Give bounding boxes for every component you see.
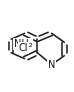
Text: NH₂: NH₂: [14, 39, 32, 49]
Text: N: N: [48, 60, 55, 70]
Text: Cl: Cl: [18, 43, 28, 53]
